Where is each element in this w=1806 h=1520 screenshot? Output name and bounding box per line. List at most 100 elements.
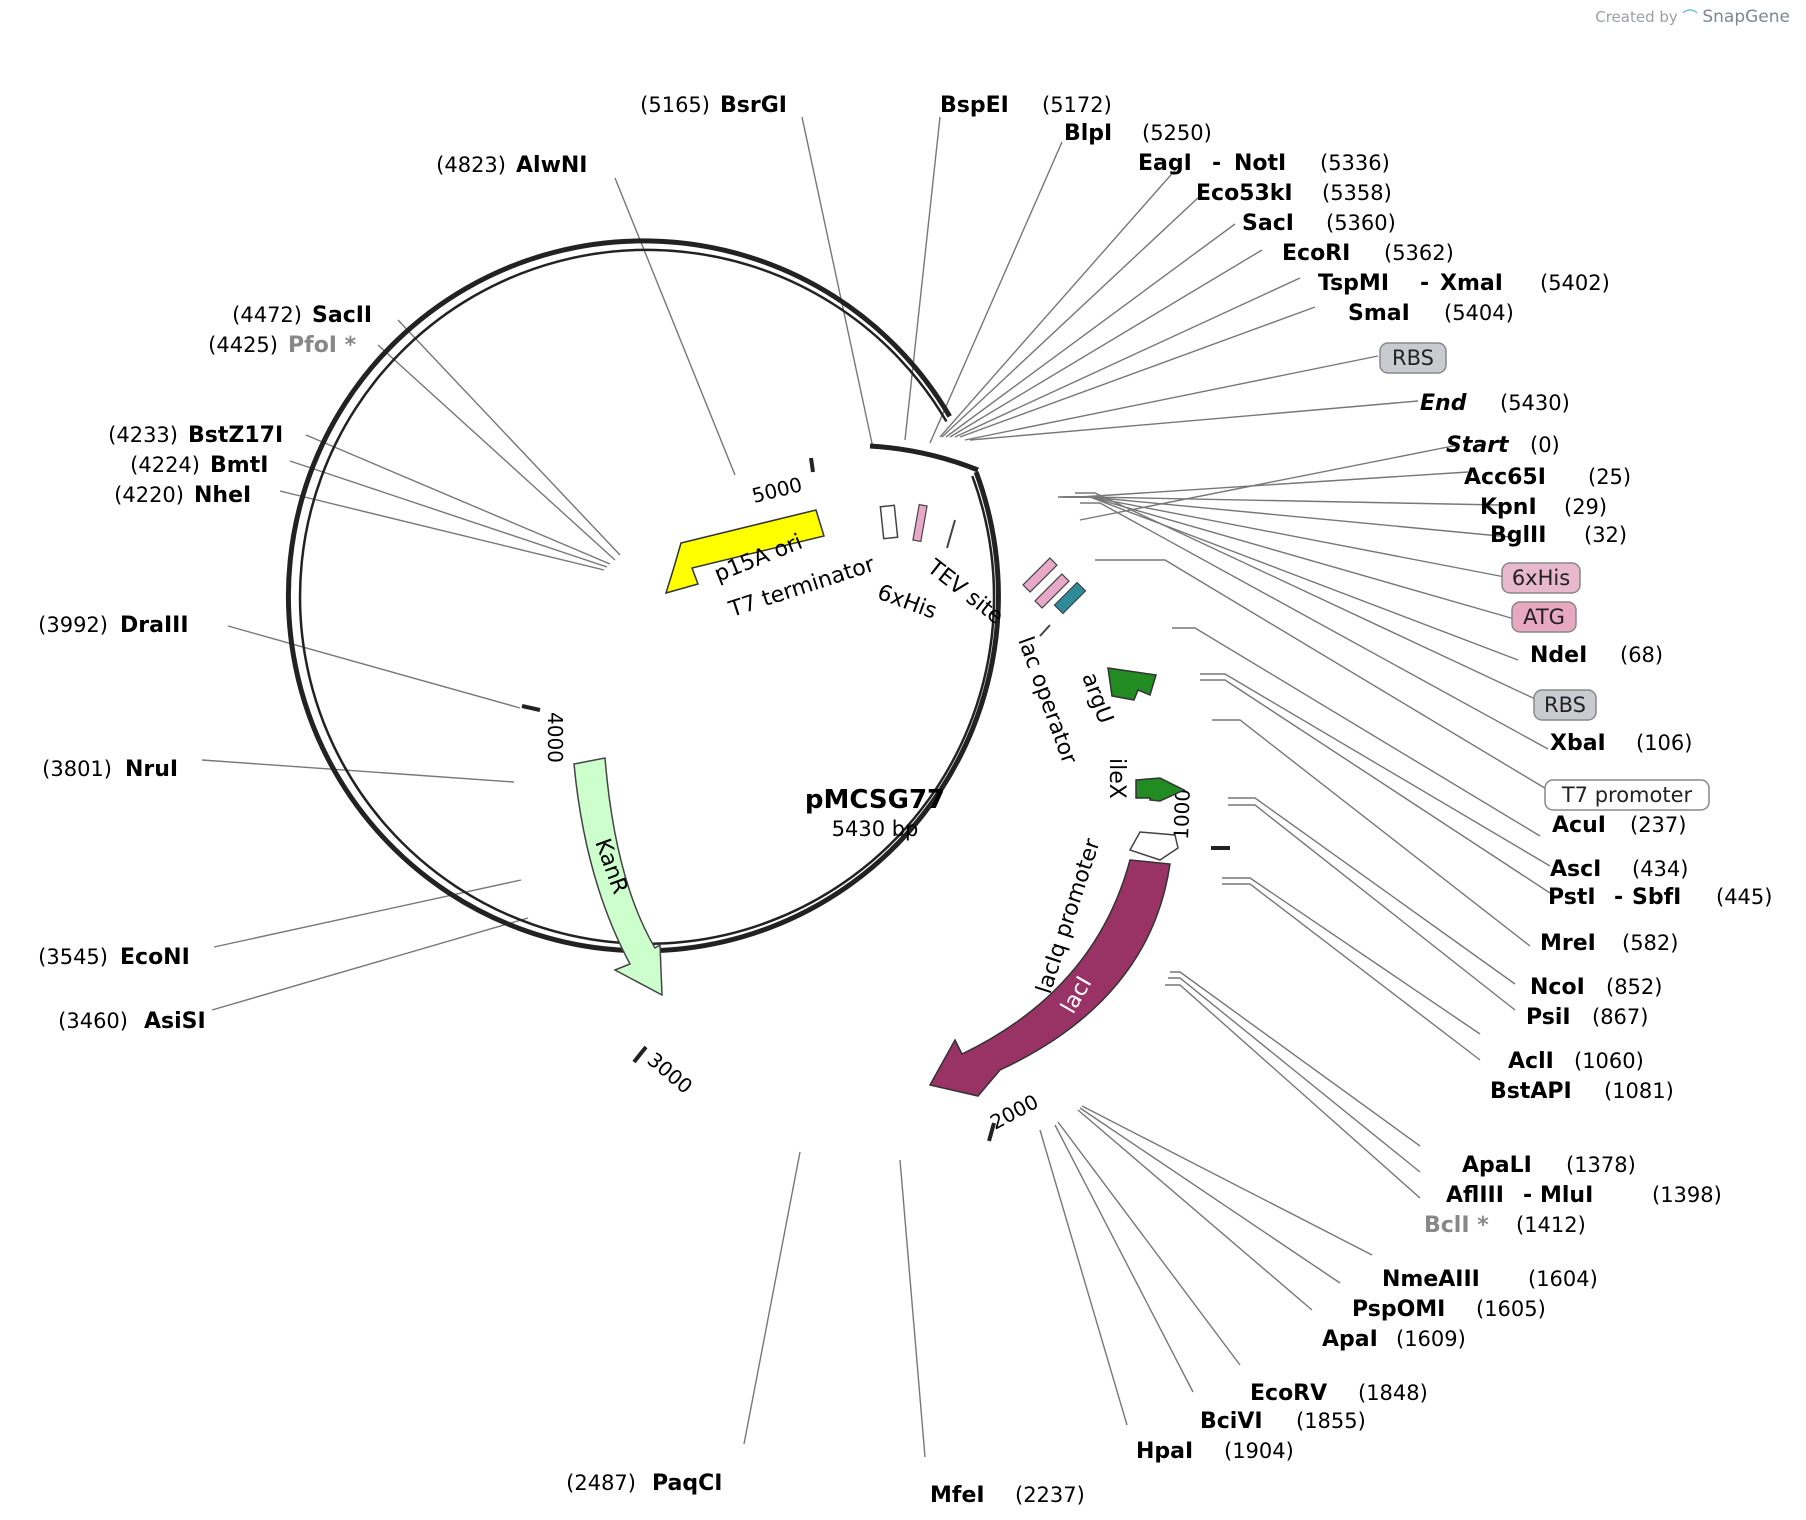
6xhis-feature	[1022, 557, 1058, 593]
svg-text:RBS: RBS	[1544, 693, 1586, 717]
site-ncoi-pos: (852)	[1606, 975, 1662, 999]
site-pst-sep: -	[1614, 885, 1623, 910]
svg-text:RBS: RBS	[1392, 346, 1434, 370]
atg-box: ATG	[1511, 601, 1577, 633]
site-bcli-pos: (1412)	[1516, 1213, 1586, 1237]
tick-label-1000: 1000	[1169, 788, 1195, 840]
leader-lines	[201, 116, 1551, 1458]
site-start: Start	[1446, 433, 1510, 458]
site-tsp-sep: -	[1420, 271, 1429, 296]
site-ndei: NdeI	[1530, 643, 1587, 668]
tick-2000	[987, 1122, 996, 1142]
site-bcivi: BciVI	[1200, 1409, 1263, 1434]
site-nmeaiii-pos: (1604)	[1528, 1267, 1598, 1291]
rbs-box-lower: RBS	[1533, 689, 1597, 721]
site-asisi-pos: (3460)	[58, 1009, 128, 1033]
site-bstapi: BstAPI	[1490, 1079, 1572, 1104]
site-mlui: MluI	[1540, 1183, 1593, 1208]
site-mfei-pos: (2237)	[1015, 1483, 1085, 1507]
tick-3000	[632, 1045, 648, 1064]
site-paqci-pos: (2487)	[566, 1471, 636, 1495]
site-eag-sep: -	[1212, 151, 1221, 176]
site-bsrgi: BsrGI	[720, 93, 787, 118]
site-econi-pos: (3545)	[38, 945, 108, 969]
site-xbai: XbaI	[1550, 731, 1606, 756]
site-eagi-pos: (5336)	[1320, 151, 1390, 175]
site-draiii-pos: (3992)	[38, 613, 108, 637]
site-bcli: BclI *	[1424, 1213, 1489, 1238]
tick-label-3000: 3000	[643, 1047, 697, 1098]
site-tspmi: TspMI	[1318, 271, 1389, 296]
site-econi: EcoNI	[120, 945, 190, 970]
site-apali-pos: (1378)	[1566, 1153, 1636, 1177]
site-afliii-pos: (1398)	[1652, 1183, 1722, 1207]
site-psii-pos: (867)	[1592, 1005, 1648, 1029]
site-bcivi-pos: (1855)	[1296, 1409, 1366, 1433]
tick-label-2000: 2000	[986, 1089, 1042, 1134]
site-psti: PstI	[1548, 885, 1596, 910]
site-start-pos: (0)	[1530, 433, 1560, 457]
site-pfoi: PfoI *	[288, 333, 357, 358]
site-xbai-pos: (106)	[1636, 731, 1692, 755]
site-saci: SacI	[1242, 211, 1294, 236]
tick-label-5000: 5000	[749, 472, 804, 508]
site-bmti-pos: (4224)	[130, 453, 200, 477]
site-alwni-pos: (4823)	[436, 153, 506, 177]
plasmid-size: 5430 bp	[832, 817, 919, 841]
site-hpai-pos: (1904)	[1224, 1439, 1294, 1463]
p15a-ori-arrow	[664, 509, 825, 595]
t7-terminator-mark	[879, 504, 899, 540]
site-bspei-pos: (5172)	[1042, 93, 1112, 117]
site-apai-pos: (1609)	[1396, 1327, 1466, 1351]
backbone	[285, 238, 1230, 1142]
site-alwni: AlwNI	[516, 153, 588, 178]
site-acui-pos: (237)	[1630, 813, 1686, 837]
site-nrui: NruI	[125, 757, 178, 782]
site-asci: AscI	[1550, 857, 1601, 882]
lac-operator-feature	[1053, 581, 1087, 615]
site-blpi: BlpI	[1064, 121, 1112, 146]
site-bglii-pos: (32)	[1584, 523, 1627, 547]
site-ecori-pos: (5362)	[1384, 241, 1454, 265]
rbs-box-upper: RBS	[1379, 342, 1447, 374]
site-bstz17i: BstZ17I	[188, 423, 283, 448]
site-xmai: XmaI	[1440, 271, 1503, 296]
6xhis-top-mark	[912, 503, 928, 543]
site-smai: SmaI	[1348, 301, 1410, 326]
site-apai: ApaI	[1322, 1327, 1378, 1352]
site-saci-pos: (5360)	[1326, 211, 1396, 235]
rbs-mark	[1039, 624, 1051, 637]
site-psti-pos: (445)	[1716, 885, 1772, 909]
site-ncoi: NcoI	[1530, 975, 1585, 1000]
svg-text:ATG: ATG	[1523, 605, 1565, 629]
site-eagi: EagI	[1138, 151, 1192, 176]
snapgene-logo-icon: ⌒	[1682, 8, 1698, 26]
t7-promoter-box: T7 promoter	[1544, 779, 1710, 811]
site-kpni: KpnI	[1480, 495, 1537, 520]
laci-arrow	[928, 859, 1171, 1097]
ilex-arrow	[1135, 777, 1186, 802]
snapgene-credit: Created by ⌒ SnapGene	[1595, 7, 1790, 27]
site-ecorv: EcoRV	[1250, 1381, 1327, 1406]
site-pfoi-pos: (4425)	[208, 333, 278, 357]
tick-5000	[809, 457, 815, 473]
site-bmti: BmtI	[210, 453, 268, 478]
site-mrei: MreI	[1540, 931, 1596, 956]
site-pspomi: PspOMI	[1352, 1297, 1445, 1322]
6xhis-box: 6xHis	[1501, 562, 1581, 594]
site-paqci: PaqCI	[652, 1471, 722, 1496]
site-acli-pos: (1060)	[1574, 1049, 1644, 1073]
tev-site-mark	[946, 519, 956, 549]
site-bstapi-pos: (1081)	[1604, 1079, 1674, 1103]
site-sacii: SacII	[312, 303, 372, 328]
site-psii: PsiI	[1526, 1005, 1571, 1030]
site-afliii-sep: -	[1523, 1183, 1532, 1208]
site-acli: AclI	[1508, 1049, 1554, 1074]
site-blpi-pos: (5250)	[1142, 121, 1212, 145]
site-acc65i: Acc65I	[1464, 465, 1546, 490]
site-end: End	[1420, 391, 1467, 416]
site-hpai: HpaI	[1136, 1439, 1193, 1464]
ilex-label: ileX	[1104, 758, 1129, 799]
site-acui: AcuI	[1552, 813, 1606, 838]
